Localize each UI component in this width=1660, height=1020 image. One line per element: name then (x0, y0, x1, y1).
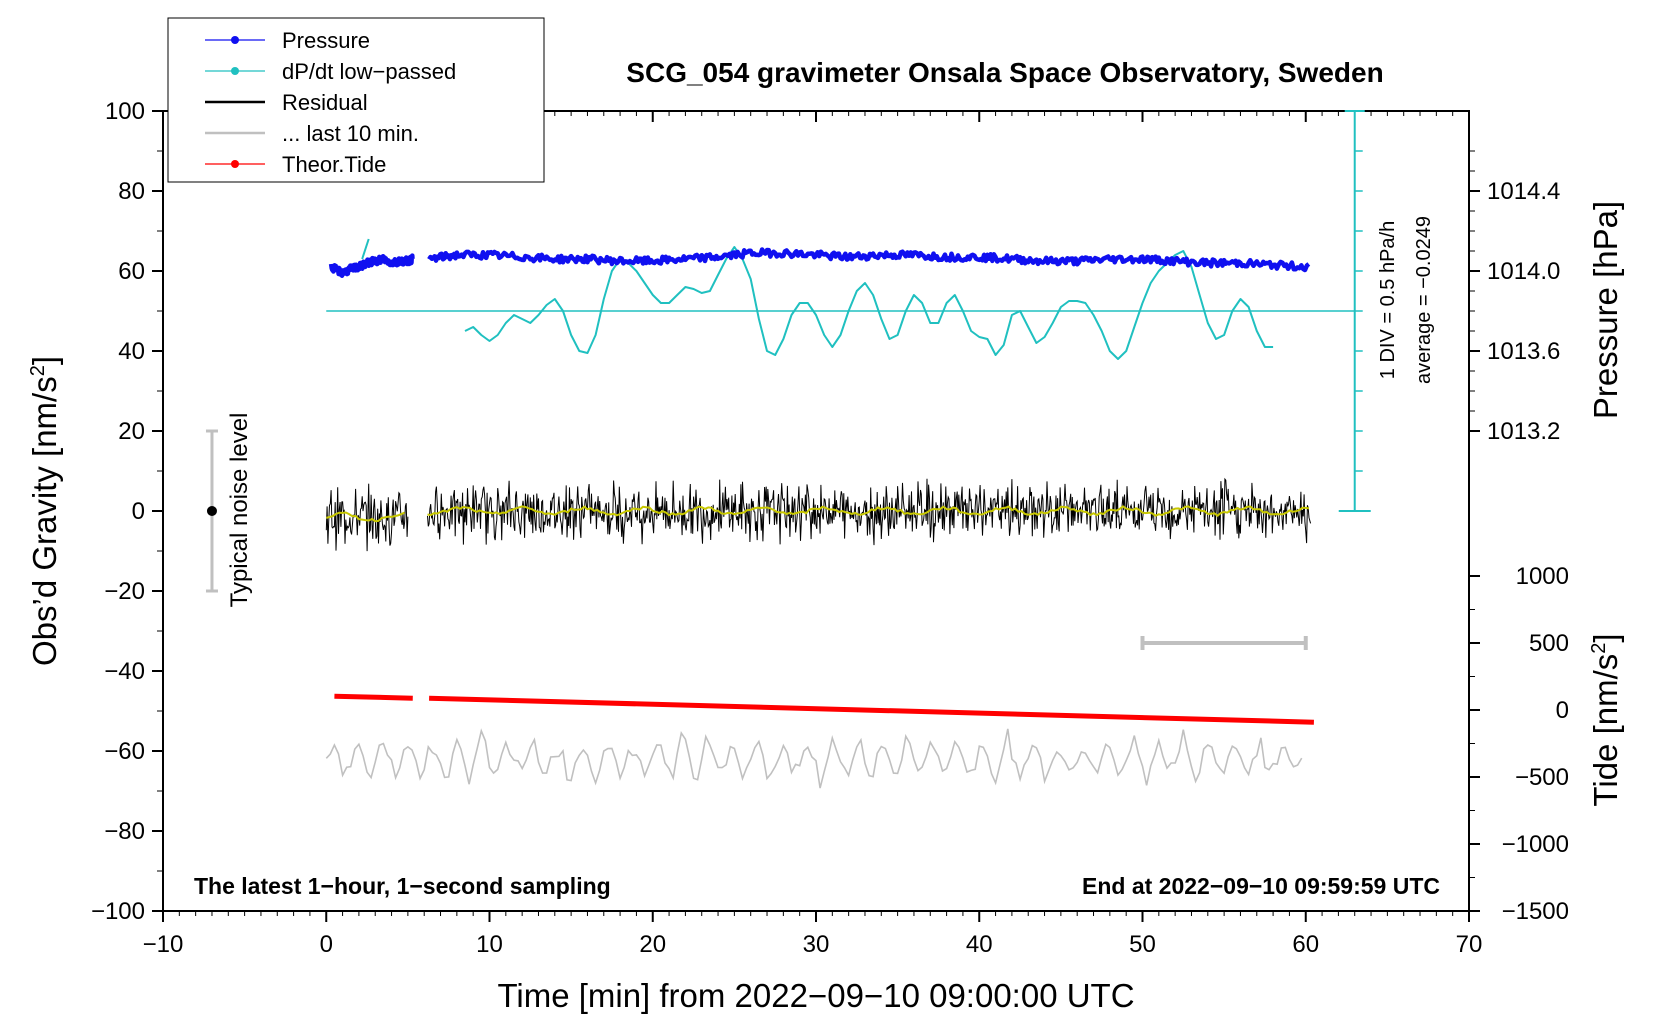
y-axis-title-gravity: Obs’d Gravity [nm/s2] (26, 356, 63, 666)
tide-tick-label: 0 (1556, 697, 1569, 724)
legend-swatch-dot (231, 160, 239, 168)
residual-line (325, 483, 409, 552)
dpdt-line (464, 246, 1274, 360)
legend-label: Theor.Tide (282, 152, 386, 177)
tide-tick-label: −1000 (1502, 831, 1569, 858)
legend-label: ... last 10 min. (282, 121, 419, 146)
tide-tick-label: 1000 (1516, 563, 1569, 590)
avg-label: average = −0.0249 (1413, 216, 1435, 384)
pressure-tick-label: 1014.4 (1487, 178, 1560, 205)
y-tick-label: 60 (118, 258, 145, 285)
y-axis-gravity: 100 80 60 40 20 0 −20 −40 −60 −80 −100 (91, 98, 163, 925)
pressure-tick-label: 1013.2 (1487, 418, 1560, 445)
tide-tick-label: −1500 (1502, 898, 1569, 925)
tide-line (429, 695, 1314, 725)
x-tick-label: 40 (966, 931, 993, 958)
series-layer (325, 238, 1355, 789)
y-axis-title-tide: Tide [nm/s2] (1587, 633, 1624, 806)
bottom-right-note: End at 2022−09−10 09:59:59 UTC (1082, 873, 1440, 899)
legend-label: dP/dt low−passed (282, 59, 456, 84)
noise-bar-dot (206, 506, 217, 516)
last-10-min-line (325, 728, 1303, 789)
x-tick-label: 70 (1456, 931, 1483, 958)
y-axis-pressure: 1014.4 1014.0 1013.6 1013.2 (1468, 111, 1560, 445)
noise-level-marker (205, 429, 218, 593)
x-axis: −10 0 10 20 30 40 50 60 70 (143, 111, 1483, 958)
x-tick-label: 10 (476, 931, 503, 958)
y-tick-label: −40 (104, 658, 145, 685)
legend: Pressure dP/dt low−passed Residual ... last… (167, 17, 545, 183)
pressure-line (328, 253, 415, 279)
y-tick-label: 100 (105, 98, 145, 125)
tide-tick-label: −500 (1515, 764, 1569, 791)
legend-box (167, 17, 545, 183)
y-axis-tide: 1000 500 0 −500 −1000 −1500 (1469, 563, 1569, 925)
tide-line (334, 693, 413, 701)
pressure-line (427, 247, 1311, 273)
x-tick-label: 30 (803, 931, 830, 958)
y-tick-label: 20 (118, 418, 145, 445)
residual-line (427, 477, 1312, 546)
x-tick-label: 0 (320, 931, 333, 958)
pressure-tick-label: 1013.6 (1487, 338, 1560, 365)
x-tick-label: 50 (1129, 931, 1156, 958)
residual-smoothed-line (427, 505, 1310, 517)
y-tick-label: 80 (118, 178, 145, 205)
plot-border (162, 110, 1470, 912)
residual-smoothed-line (326, 511, 406, 523)
legend-swatch-dot (231, 36, 239, 44)
y-tick-label: 40 (118, 338, 145, 365)
x-axis-title: Time [min] from 2022−09−10 09:00:00 UTC (497, 977, 1134, 1014)
pressure-tick-label: 1014.0 (1487, 258, 1560, 285)
bottom-left-note: The latest 1−hour, 1−second sampling (194, 873, 611, 899)
y-tick-label: 0 (132, 498, 145, 525)
y-axis-title-pressure: Pressure [hPa] (1587, 201, 1624, 419)
x-tick-label: 60 (1292, 931, 1319, 958)
y-tick-label: −60 (104, 738, 145, 765)
plot-frame (162, 110, 1470, 912)
x-tick-label: −10 (143, 931, 184, 958)
y-tick-label: −100 (91, 898, 145, 925)
noise-label: Typical noise level (226, 413, 253, 608)
y-tick-label: −20 (104, 578, 145, 605)
x-tick-label: 20 (639, 931, 666, 958)
div-label: 1 DIV = 0.5 hPa/h (1377, 221, 1399, 379)
y-tick-label: −80 (104, 818, 145, 845)
legend-label: Pressure (282, 28, 370, 53)
legend-label: Residual (282, 90, 368, 115)
legend-swatch-dot (231, 67, 239, 75)
pressure-spike (361, 238, 370, 260)
chart-title: SCG_054 gravimeter Onsala Space Observat… (626, 57, 1383, 88)
tide-tick-label: 500 (1529, 630, 1569, 657)
